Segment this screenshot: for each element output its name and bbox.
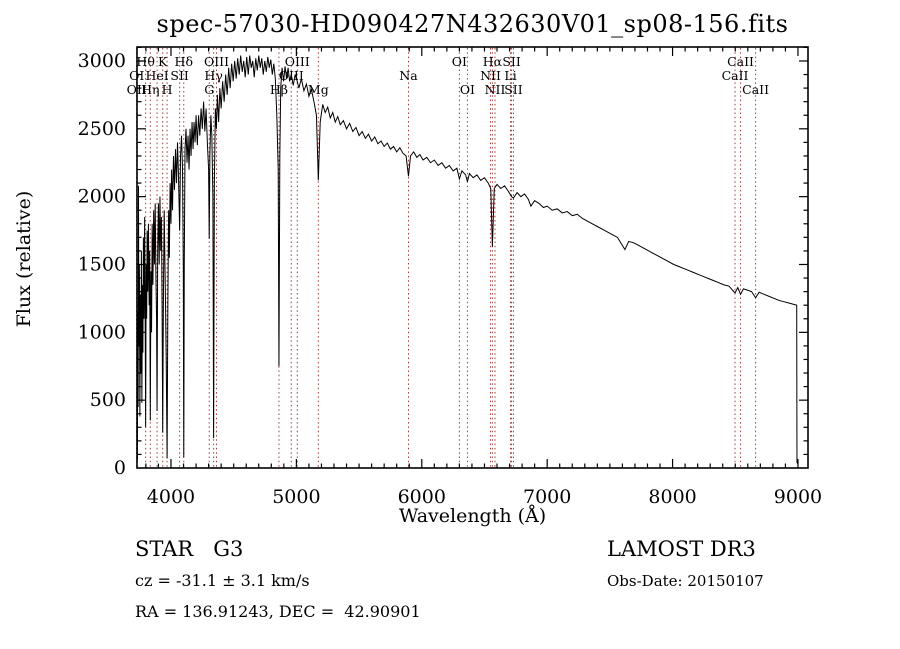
svg-text:Hα: Hα [483,54,503,69]
cz-value: cz = -31.1 ± 3.1 km/s [135,571,310,590]
svg-text:SII: SII [170,68,189,83]
svg-text:2000: 2000 [78,186,126,208]
svg-text:G: G [204,82,214,97]
spectrum-trace [136,55,799,465]
obs-date: Obs-Date: 20150107 [607,572,764,590]
svg-text:500: 500 [90,389,126,411]
svg-text:2500: 2500 [78,118,126,140]
svg-text:CaII: CaII [742,82,769,97]
svg-text:0: 0 [114,457,126,479]
svg-text:1000: 1000 [78,321,126,343]
svg-text:Hγ: Hγ [204,68,222,83]
svg-text:SII: SII [502,54,521,69]
spectral-line-markers [136,48,757,467]
spectral-line-labels: OIOIIHθHηHeIKHSIIHδGHγOIIIHβOIIIOIIIMgNa… [127,54,769,97]
svg-text:5000: 5000 [272,486,320,508]
axis-ticks [137,46,808,468]
svg-text:1500: 1500 [78,253,126,275]
svg-text:CaII: CaII [727,54,754,69]
svg-text:OI: OI [460,82,475,97]
ra-dec-coords: RA = 136.91243, DEC = 42.90901 [135,602,421,621]
plot-frame [136,46,809,469]
svg-text:HeI: HeI [145,68,168,83]
svg-text:H: H [162,82,173,97]
svg-text:Li: Li [504,68,516,83]
svg-text:OIII: OIII [204,54,229,69]
svg-text:Hη: Hη [141,82,159,97]
svg-text:NII: NII [485,82,506,97]
svg-text:NII: NII [480,68,501,83]
object-class-label: STAR G3 [135,537,244,561]
svg-text:6000: 6000 [398,486,446,508]
page-title: spec-57030-HD090427N432630V01_sp08-156.f… [156,10,789,38]
svg-text:Mg: Mg [308,82,329,97]
svg-text:OIII: OIII [279,68,304,83]
svg-text:K: K [158,54,168,69]
svg-text:9000: 9000 [774,486,822,508]
y-axis-label: Flux (relative) [13,190,35,328]
svg-text:OIII: OIII [285,54,310,69]
x-axis-label: Wavelength (Å) [398,505,547,527]
svg-text:Hβ: Hβ [270,82,288,97]
svg-text:SII: SII [504,82,523,97]
svg-text:OI: OI [452,54,467,69]
svg-text:8000: 8000 [648,486,696,508]
svg-text:CaII: CaII [722,68,749,83]
svg-text:3000: 3000 [78,50,126,72]
svg-text:Hδ: Hδ [175,54,193,69]
svg-text:4000: 4000 [147,486,195,508]
svg-text:Hθ: Hθ [136,54,154,69]
svg-text:OII: OII [127,82,147,97]
svg-text:OI: OI [129,68,144,83]
survey-label: LAMOST DR3 [607,537,756,561]
svg-text:7000: 7000 [523,486,571,508]
svg-text:Na: Na [399,68,418,83]
tick-labels: 4000 5000 6000 7000 8000 9000 0 500 1000 1500 2000… [78,50,823,508]
